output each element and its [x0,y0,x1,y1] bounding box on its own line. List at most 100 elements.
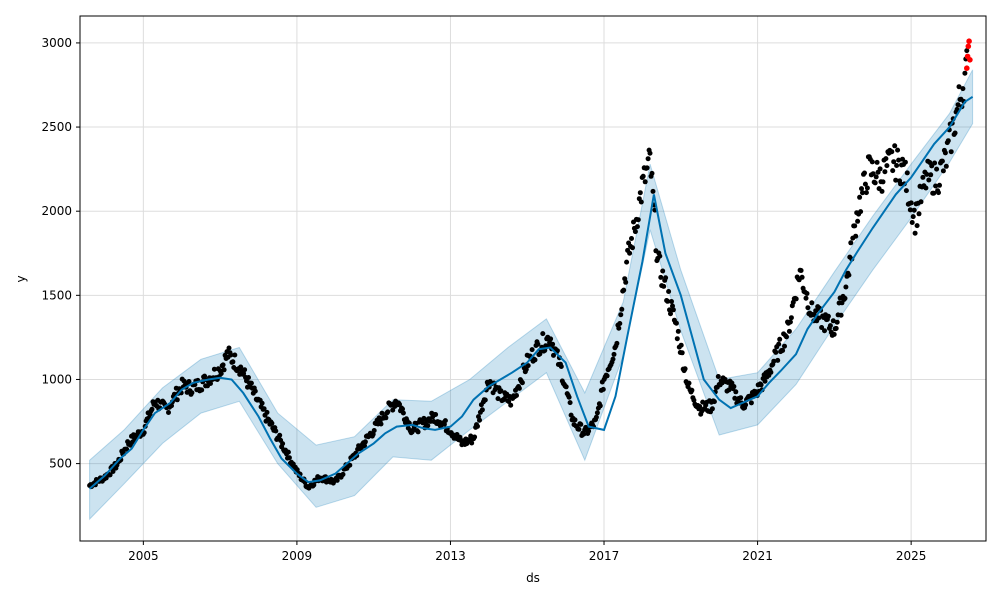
history-point [903,188,909,194]
history-point [877,166,883,172]
history-point [666,289,672,294]
history-point [635,217,641,223]
history-point [893,177,899,183]
history-point [673,320,679,326]
history-point [937,182,942,188]
x-tick-label: 2017 [589,549,620,563]
history-point [674,336,680,342]
history-point [816,315,822,321]
history-point [830,318,836,324]
history-point [918,199,924,205]
history-point [614,340,620,346]
history-point [238,364,244,370]
history-point [879,188,885,194]
history-point [248,380,254,386]
history-point [660,268,666,274]
history-point [280,441,286,447]
history-point [928,172,934,178]
history-point [939,158,945,164]
history-point [252,388,258,394]
history-point [884,163,890,169]
history-point [586,428,592,434]
history-point [914,223,920,229]
history-point [911,207,917,213]
history-point [700,399,706,405]
history-point [550,341,556,347]
history-point [813,308,819,314]
history-point [647,150,653,156]
history-point [962,70,968,76]
uncertainty-band-area [89,69,974,521]
history-point [385,409,391,415]
history-point [610,356,616,362]
history-point [889,149,895,155]
history-point [618,312,624,318]
history-point [743,402,749,408]
history-point [782,343,787,349]
history-point [506,399,512,404]
history-point [495,396,501,402]
history-point [149,406,155,412]
history-point [211,366,217,372]
recent-point [964,65,970,71]
history-point [650,188,656,194]
history-point [669,299,674,304]
history-point [904,170,910,176]
history-point [242,367,248,373]
history-point [208,381,213,386]
history-point [379,410,385,416]
history-point [697,404,703,409]
history-point [340,471,346,477]
history-point [943,163,949,169]
history-point [525,363,531,369]
history-point [482,397,488,403]
history-point [855,218,861,224]
history-point [566,394,572,400]
history-point [883,156,889,162]
history-point [874,159,880,165]
history-point [926,177,932,183]
plot-frame [79,15,987,542]
history-point [634,224,640,230]
history-point [619,306,625,312]
history-point [805,305,811,311]
history-point [689,387,695,393]
history-point [246,375,251,380]
forecast-line [88,95,974,490]
history-point [748,400,754,406]
history-point [916,211,922,217]
history-point [334,477,340,483]
history-point [809,300,815,306]
history-point [124,446,130,452]
x-axis-ticks: 2005 2009 2013 2017 2021 2025 [128,541,926,563]
history-point [362,443,367,449]
history-point [189,390,195,396]
y-axis-label: y [14,275,28,282]
history-point [731,384,737,389]
history-point [838,312,844,318]
history-point [679,350,685,356]
history-point [804,291,810,296]
history-point [645,156,651,162]
history-point [932,160,938,166]
history-point [576,426,582,432]
history-point [181,378,187,384]
history-point [890,168,896,174]
history-point [378,421,384,427]
history-point [909,220,915,225]
history-point [232,352,238,358]
history-point [649,170,655,176]
recent-points [964,38,973,71]
history-point [670,307,676,313]
history-point [523,366,529,372]
y-tick-label: 1000 [41,372,72,386]
history-point [477,417,482,423]
history-point [264,409,270,415]
history-point [924,171,930,177]
history-point [931,190,937,196]
history-point [858,209,864,215]
history-point [843,284,849,290]
history-point [597,403,603,409]
history-point [726,387,732,393]
